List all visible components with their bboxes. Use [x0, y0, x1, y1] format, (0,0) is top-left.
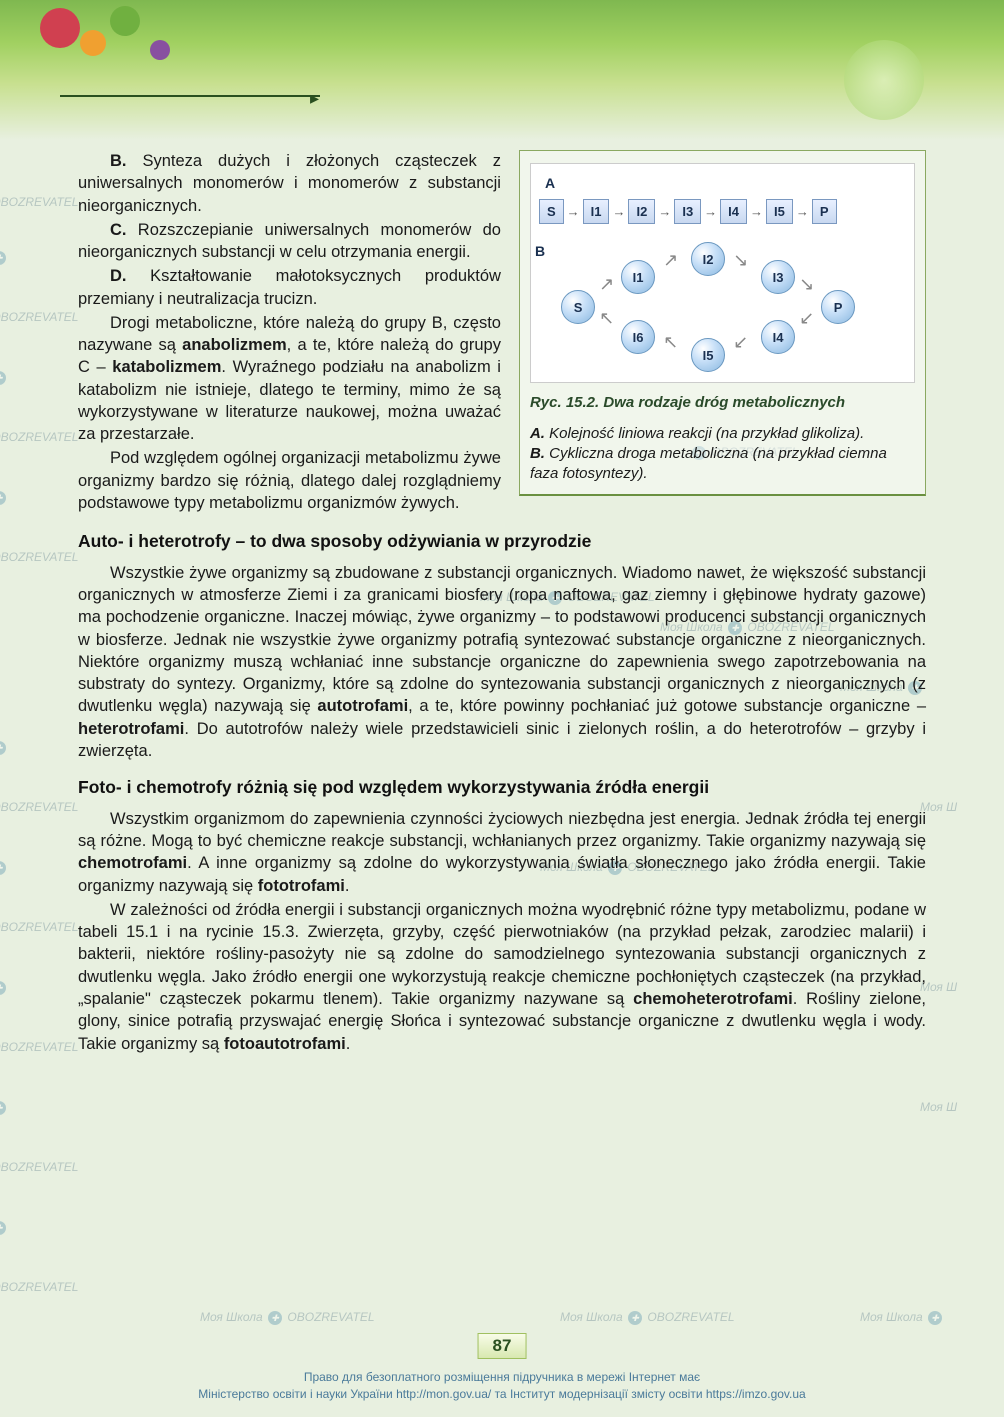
path-label-b: B: [535, 242, 545, 261]
node-i5: I5: [691, 338, 725, 372]
node: I1: [583, 199, 610, 225]
figure-15-2: A S→ I1→ I2→ I3→ I4→ I5→ P B S: [519, 150, 926, 496]
footer-attribution: Право для безоплатного розміщення підруч…: [0, 1369, 1004, 1403]
node: I2: [628, 199, 655, 225]
path-label-a: A: [545, 174, 910, 193]
node: P: [812, 199, 837, 225]
para-org: Pod względem ogólnej organizacji metabol…: [78, 447, 501, 514]
node: I5: [766, 199, 793, 225]
figure-description: A. Kolejność liniowa reakcji (na przykła…: [530, 424, 915, 485]
page-number: 87: [478, 1333, 527, 1359]
heading-auto-hetero: Auto- i heterotrofy – to dwa sposoby odż…: [78, 530, 926, 554]
header-decor: ▸: [0, 0, 1004, 140]
node-i4: I4: [761, 320, 795, 354]
node-s: S: [561, 290, 595, 324]
right-column: A S→ I1→ I2→ I3→ I4→ I5→ P B S: [519, 150, 926, 516]
para-d: D. Kształtowanie małotoksycznych produkt…: [78, 265, 501, 310]
cyclic-path: S I1 I2 I3 P I4 I5 I6 ↗ ↗ ↘ ↘ ↙: [561, 242, 910, 372]
figure-caption: Ryc. 15.2. Dwa rodzaje dróg metaboliczny…: [530, 393, 915, 413]
diagram-metabolic-paths: A S→ I1→ I2→ I3→ I4→ I5→ P B S: [530, 163, 915, 383]
node: I4: [720, 199, 747, 225]
node-i3: I3: [761, 260, 795, 294]
para-b: B. B. Synteza dużych i złożonych cząstec…: [78, 150, 501, 217]
node: I3: [674, 199, 701, 225]
para-chemotrof: Wszystkim organizmom do zapewnienia czyn…: [78, 808, 926, 897]
node-i6: I6: [621, 320, 655, 354]
left-column: B. B. Synteza dużych i złożonych cząstec…: [78, 150, 501, 516]
node-i1: I1: [621, 260, 655, 294]
para-types: W zależności od źródła energii i substan…: [78, 899, 926, 1055]
heading-foto-chemo: Foto- i chemotrofy różnią się pod względ…: [78, 776, 926, 800]
node-i2: I2: [691, 242, 725, 276]
para-c: C. Rozszczepianie uniwersalnych monomeró…: [78, 219, 501, 264]
para-autotrof: Wszystkie żywe organizmy są zbudowane z …: [78, 562, 926, 762]
node-p: P: [821, 290, 855, 324]
linear-path: S→ I1→ I2→ I3→ I4→ I5→ P: [539, 199, 910, 225]
para-drogi: Drogi metaboliczne, które należą do grup…: [78, 312, 501, 446]
page-content: B. B. Synteza dużych i złożonych cząstec…: [78, 150, 926, 1057]
node: S: [539, 199, 564, 225]
